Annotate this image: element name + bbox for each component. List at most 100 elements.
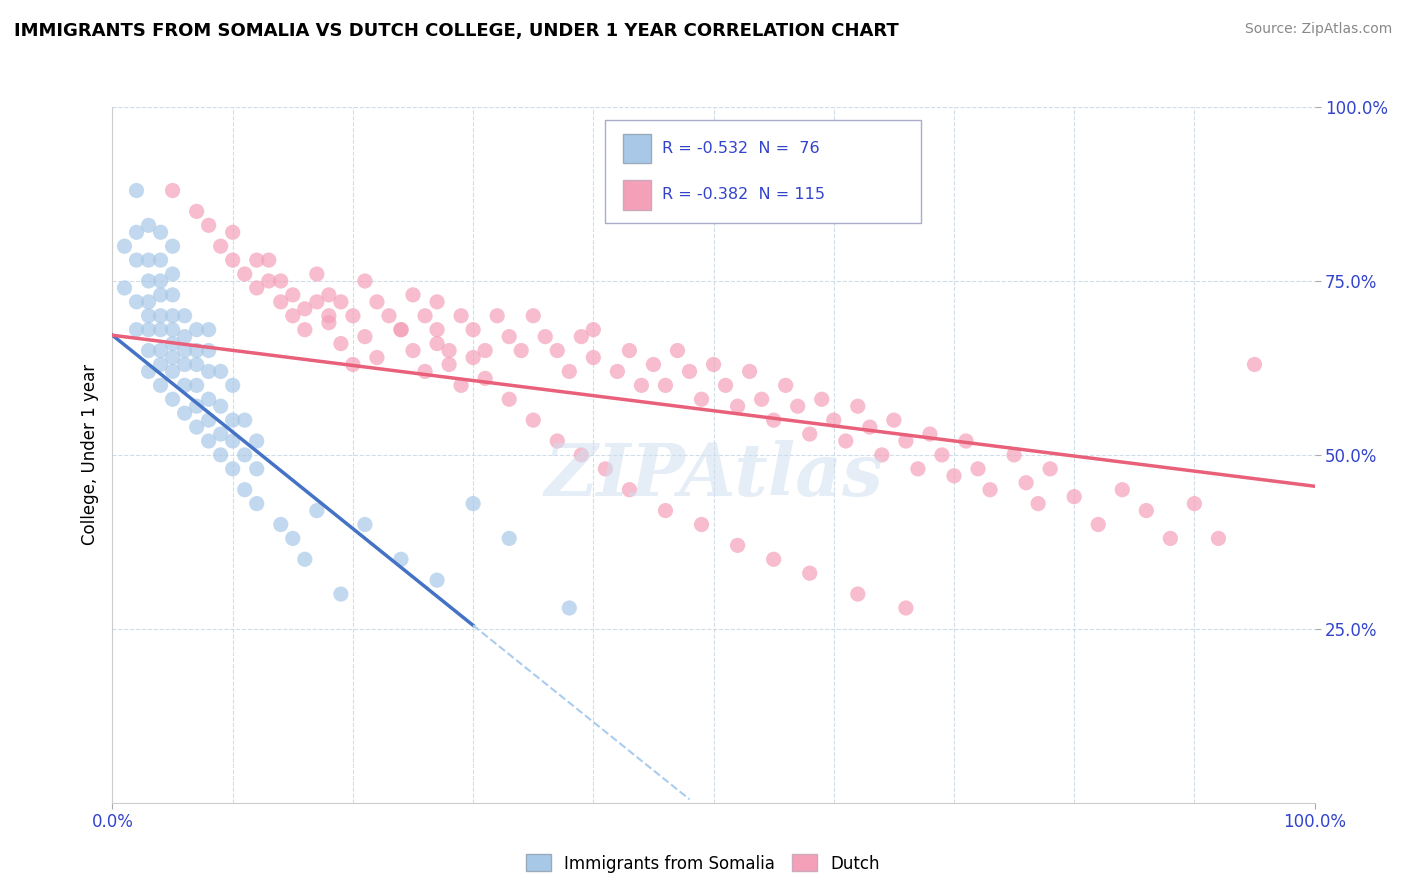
Point	[522, 413, 544, 427]
Point	[461, 497, 484, 511]
Point	[486, 309, 509, 323]
Point	[138, 253, 160, 268]
Point	[1135, 503, 1157, 517]
Point	[197, 413, 219, 427]
Point	[162, 267, 184, 281]
Point	[450, 309, 472, 323]
Point	[125, 323, 148, 337]
Point	[186, 358, 208, 372]
Point	[437, 343, 460, 358]
Point	[413, 364, 436, 378]
Point	[859, 420, 882, 434]
Point	[1039, 462, 1062, 476]
Point	[569, 448, 592, 462]
Point	[799, 566, 821, 581]
Point	[162, 239, 184, 253]
Point	[426, 573, 449, 587]
Point	[270, 274, 292, 288]
Point	[114, 239, 136, 253]
Point	[270, 517, 292, 532]
Point	[149, 274, 172, 288]
Point	[197, 219, 219, 233]
Point	[714, 378, 737, 392]
Point	[498, 392, 520, 407]
Y-axis label: College, Under 1 year: College, Under 1 year	[80, 364, 98, 546]
Point	[823, 413, 845, 427]
Point	[498, 329, 520, 343]
Point	[354, 329, 377, 343]
Point	[835, 434, 858, 448]
Point	[173, 378, 195, 392]
Point	[138, 309, 160, 323]
Point	[222, 253, 245, 268]
Point	[318, 316, 340, 330]
Point	[246, 497, 269, 511]
Point	[305, 503, 328, 517]
Point	[162, 392, 184, 407]
Point	[799, 427, 821, 442]
Point	[955, 434, 977, 448]
Point	[762, 552, 785, 566]
Point	[149, 343, 172, 358]
Point	[233, 267, 256, 281]
Point	[186, 323, 208, 337]
Point	[246, 253, 269, 268]
Point	[246, 462, 269, 476]
Point	[354, 274, 377, 288]
Point	[173, 358, 195, 372]
Point	[197, 364, 219, 378]
Point	[522, 309, 544, 323]
Point	[149, 358, 172, 372]
Point	[329, 587, 352, 601]
Point	[619, 483, 641, 497]
Point	[125, 184, 148, 198]
Point	[162, 288, 184, 302]
Point	[1111, 483, 1133, 497]
Point	[114, 281, 136, 295]
Point	[222, 462, 245, 476]
Point	[173, 309, 195, 323]
Point	[654, 378, 676, 392]
Point	[318, 288, 340, 302]
Point	[1159, 532, 1181, 546]
Point	[162, 336, 184, 351]
Point	[354, 517, 377, 532]
Point	[426, 323, 449, 337]
Point	[125, 294, 148, 309]
Point	[329, 294, 352, 309]
Point	[186, 399, 208, 413]
Point	[342, 309, 364, 323]
Text: R = -0.382  N = 115: R = -0.382 N = 115	[662, 187, 825, 202]
Point	[582, 323, 605, 337]
Point	[222, 413, 245, 427]
Point	[209, 364, 232, 378]
Point	[222, 434, 245, 448]
Point	[138, 219, 160, 233]
Point	[149, 323, 172, 337]
Point	[810, 392, 832, 407]
Point	[546, 343, 568, 358]
Point	[1243, 358, 1265, 372]
Point	[727, 538, 749, 552]
Legend: Immigrants from Somalia, Dutch: Immigrants from Somalia, Dutch	[519, 847, 887, 880]
Point	[257, 253, 280, 268]
Point	[426, 336, 449, 351]
Point	[233, 448, 256, 462]
Point	[186, 343, 208, 358]
Point	[1087, 517, 1109, 532]
Point	[510, 343, 533, 358]
Point	[162, 323, 184, 337]
Point	[606, 364, 628, 378]
Point	[197, 392, 219, 407]
Point	[474, 371, 496, 385]
Point	[138, 294, 160, 309]
Point	[498, 532, 520, 546]
Point	[257, 274, 280, 288]
Point	[569, 329, 592, 343]
Point	[883, 413, 905, 427]
Point	[1184, 497, 1206, 511]
Point	[558, 364, 581, 378]
Point	[149, 378, 172, 392]
Point	[402, 343, 425, 358]
Point	[222, 225, 245, 239]
